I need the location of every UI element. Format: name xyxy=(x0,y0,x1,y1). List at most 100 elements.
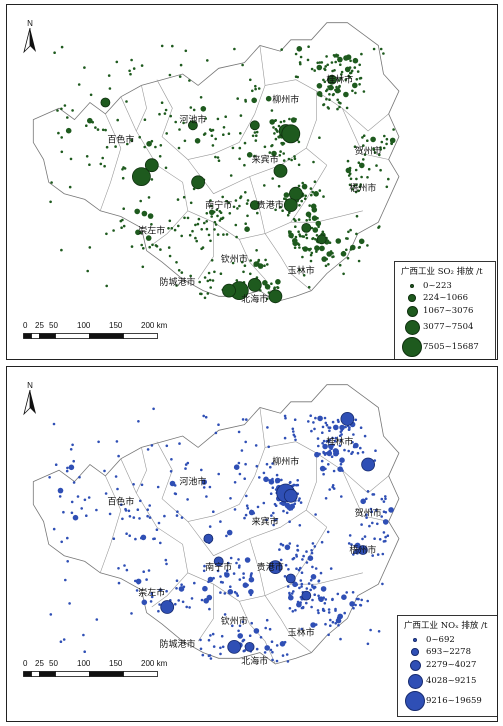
emission-point xyxy=(189,106,193,109)
legend-symbol xyxy=(409,659,421,671)
emission-point xyxy=(202,414,205,418)
emission-point xyxy=(105,145,109,149)
emission-point xyxy=(165,589,168,593)
emission-point xyxy=(68,185,72,189)
city-label: 来宾市 xyxy=(252,515,279,527)
emission-point xyxy=(337,101,341,104)
emission-point xyxy=(372,148,376,151)
emission-point xyxy=(256,505,260,509)
emission-point xyxy=(324,421,328,425)
emission-point xyxy=(307,555,314,561)
emission-point xyxy=(313,69,317,72)
emission-point xyxy=(272,126,275,129)
emission-point xyxy=(236,97,239,100)
emission-point xyxy=(200,106,207,112)
emission-point xyxy=(307,45,310,48)
city-boundary xyxy=(342,470,389,522)
emission-point xyxy=(317,611,320,615)
emission-point xyxy=(298,268,301,272)
emission-point xyxy=(366,139,369,142)
emission-point xyxy=(360,52,363,56)
legend-symbol xyxy=(405,691,425,711)
emission-point xyxy=(347,174,351,177)
emission-point xyxy=(292,590,295,593)
emission-point xyxy=(65,127,72,134)
emission-point xyxy=(154,145,157,149)
emission-point xyxy=(297,230,300,233)
emission-point xyxy=(297,163,301,167)
emission-point xyxy=(146,514,149,518)
emission-point xyxy=(344,425,347,429)
emission-point xyxy=(223,592,227,595)
emission-point xyxy=(338,89,341,93)
emission-point xyxy=(182,121,185,125)
legend-row: 224~1066 xyxy=(401,292,489,304)
emission-point xyxy=(251,89,254,93)
emission-point xyxy=(326,88,329,91)
emission-point xyxy=(316,216,319,220)
emission-point xyxy=(140,483,144,487)
emission-point xyxy=(270,282,273,286)
emission-point xyxy=(346,256,350,260)
emission-point xyxy=(293,157,297,160)
emission-point xyxy=(117,581,121,585)
emission-point xyxy=(269,648,273,652)
emission-point xyxy=(267,286,270,290)
emission-point xyxy=(53,51,56,54)
emission-point xyxy=(325,439,329,443)
emission-point xyxy=(175,587,178,590)
emission-point xyxy=(281,654,285,657)
emission-point xyxy=(222,126,226,129)
emission-point xyxy=(254,444,258,447)
emission-point xyxy=(256,211,259,215)
emission-point xyxy=(349,228,352,232)
emission-point xyxy=(369,507,373,511)
emission-point xyxy=(72,459,75,463)
city-label: 北海市 xyxy=(241,655,268,667)
emission-point xyxy=(296,549,300,552)
emission-point xyxy=(208,525,212,528)
emission-point xyxy=(358,238,365,245)
emission-point xyxy=(363,153,367,156)
emission-point xyxy=(301,255,304,259)
emission-point xyxy=(324,451,328,455)
emission-point xyxy=(245,202,249,205)
scale-label: 150 xyxy=(109,321,123,330)
emission-point xyxy=(336,418,340,422)
emission-point xyxy=(297,184,301,188)
emission-point xyxy=(305,561,309,564)
emission-point xyxy=(352,57,359,64)
scale-label: 50 xyxy=(49,659,58,668)
emission-point xyxy=(279,120,283,124)
emission-point xyxy=(354,603,357,607)
emission-point xyxy=(288,481,292,485)
scale-label: 25 xyxy=(35,321,44,330)
emission-point xyxy=(286,585,290,588)
emission-point xyxy=(231,146,235,150)
emission-point xyxy=(274,504,278,507)
north-arrow-icon xyxy=(23,390,36,416)
emission-point xyxy=(60,136,63,139)
emission-point xyxy=(273,132,276,135)
emission-point xyxy=(313,191,319,197)
emission-point xyxy=(243,516,246,520)
emission-point xyxy=(317,444,320,448)
emission-point xyxy=(255,130,259,134)
emission-point xyxy=(326,63,330,67)
emission-point xyxy=(178,128,181,131)
emission-point xyxy=(327,633,330,637)
emission-point xyxy=(180,271,184,274)
emission-point xyxy=(112,537,116,540)
emission-point xyxy=(149,600,153,603)
emission-point xyxy=(164,558,168,562)
emission-point xyxy=(264,626,268,630)
emission-point xyxy=(310,551,314,555)
city-label: 钦州市 xyxy=(221,615,248,627)
emission-point xyxy=(253,264,257,267)
emission-point xyxy=(349,59,352,63)
emission-point xyxy=(271,150,277,157)
emission-point xyxy=(147,569,151,572)
emission-point xyxy=(152,407,155,411)
emission-point xyxy=(250,621,253,625)
emission-point xyxy=(269,119,276,125)
